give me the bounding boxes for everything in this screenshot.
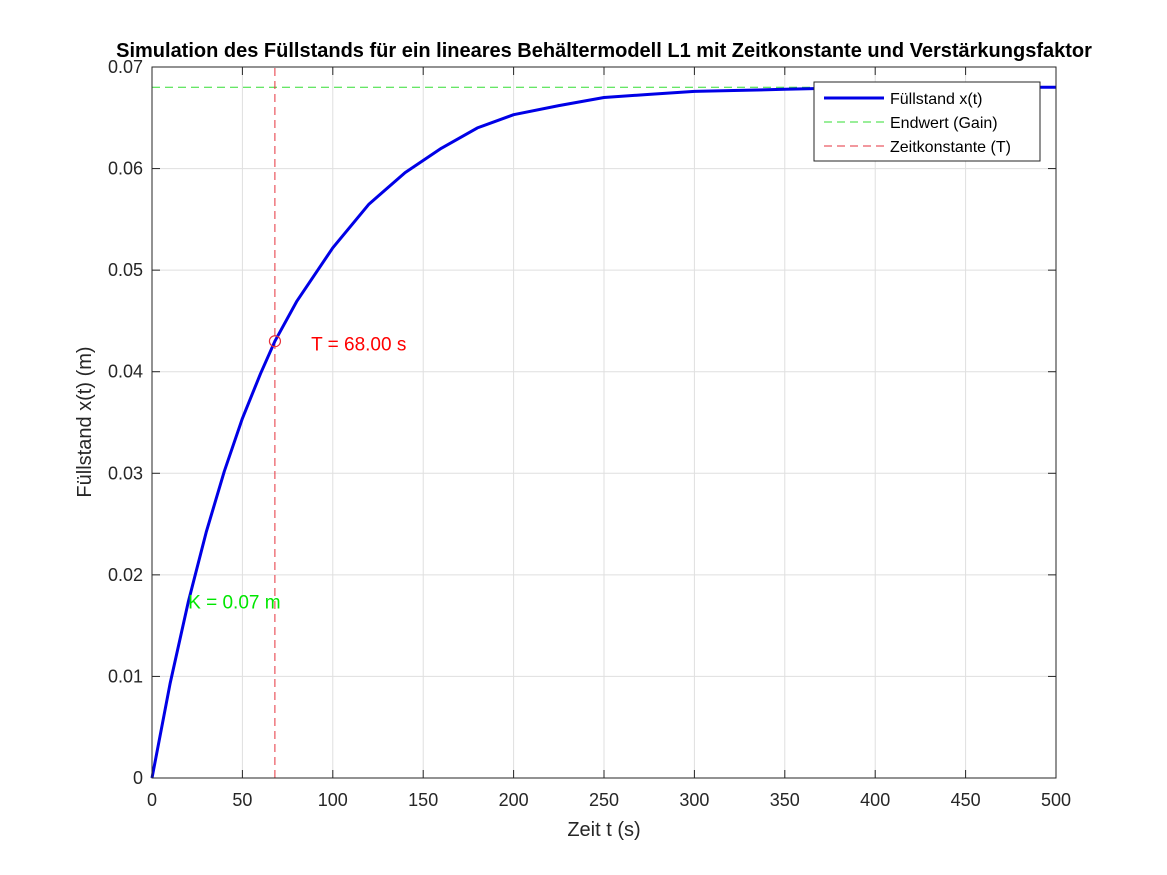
- y-tick-label: 0.06: [108, 159, 143, 179]
- y-tick-label: 0.03: [108, 463, 143, 483]
- x-tick-label: 0: [147, 790, 157, 810]
- x-tick-label: 400: [860, 790, 890, 810]
- y-tick-label: 0: [133, 768, 143, 788]
- y-tick-label: 0.07: [108, 57, 143, 77]
- x-tick-label: 450: [951, 790, 981, 810]
- x-tick-label: 250: [589, 790, 619, 810]
- y-tick-label: 0.02: [108, 565, 143, 585]
- legend-entry-zeitkonstante: Zeitkonstante (T): [890, 139, 1011, 156]
- annotation-gain: K = 0.07 m: [188, 592, 280, 613]
- legend-entry-endwert: Endwert (Gain): [890, 115, 998, 132]
- x-tick-label: 200: [499, 790, 529, 810]
- annotation-time-constant: T = 68.00 s: [311, 334, 406, 355]
- y-tick-label: 0.01: [108, 666, 143, 686]
- x-tick-label: 100: [318, 790, 348, 810]
- annotation-layer: T = 68.00 s K = 0.07 m: [188, 334, 406, 613]
- time-constant-marker: [268, 335, 282, 348]
- chart-title: Simulation des Füllstands für ein linear…: [116, 40, 1092, 62]
- y-tick-label: 0.05: [108, 260, 143, 280]
- y-tick-label: 0.04: [108, 362, 143, 382]
- x-tick-label: 500: [1041, 790, 1071, 810]
- x-tick-label: 350: [770, 790, 800, 810]
- x-tick-label: 300: [679, 790, 709, 810]
- axis-ticks: 0 50 100 150 200 250 300 350 400 450 500 0 0.01 0.02 0…: [108, 57, 1071, 810]
- x-tick-label: 150: [408, 790, 438, 810]
- x-axis-label: Zeit t (s): [567, 819, 640, 841]
- legend-entry-fuellstand: Füllstand x(t): [890, 91, 982, 108]
- y-axis-label: Füllstand x(t) (m): [74, 346, 96, 497]
- x-tick-label: 50: [232, 790, 252, 810]
- legend: Füllstand x(t) Endwert (Gain) Zeitkonsta…: [813, 81, 1041, 162]
